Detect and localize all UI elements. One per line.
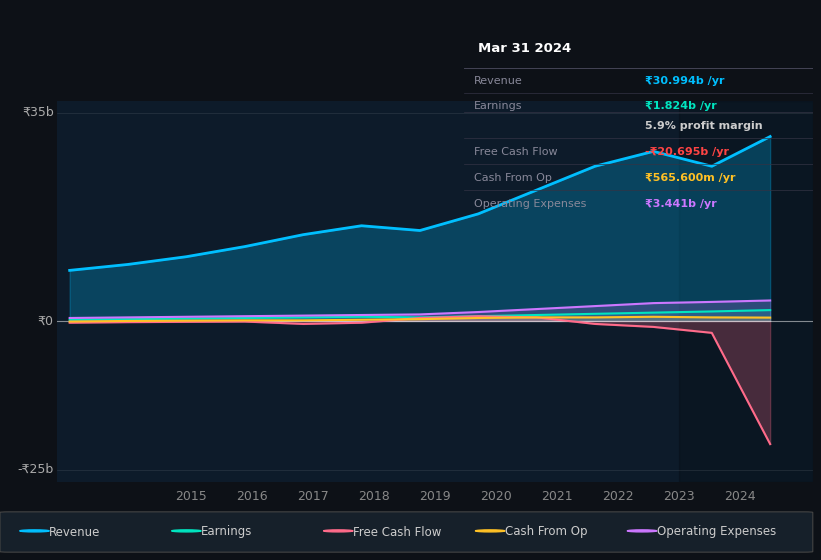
Text: ₹30.994b /yr: ₹30.994b /yr <box>645 76 725 86</box>
Text: Earnings: Earnings <box>475 101 523 111</box>
Text: -₹25b: -₹25b <box>17 463 53 476</box>
Text: ₹1.824b /yr: ₹1.824b /yr <box>645 101 717 111</box>
Text: ₹35b: ₹35b <box>22 106 53 119</box>
Text: Revenue: Revenue <box>49 525 101 539</box>
Text: ₹0: ₹0 <box>38 315 53 328</box>
Text: ₹565.600m /yr: ₹565.600m /yr <box>645 173 736 183</box>
Text: Earnings: Earnings <box>201 525 253 539</box>
Text: ₹3.441b /yr: ₹3.441b /yr <box>645 199 717 209</box>
Text: Cash From Op: Cash From Op <box>505 525 587 539</box>
Text: Revenue: Revenue <box>475 76 523 86</box>
Bar <box>679 101 813 482</box>
Text: Free Cash Flow: Free Cash Flow <box>475 147 558 157</box>
Circle shape <box>172 530 201 532</box>
Text: Mar 31 2024: Mar 31 2024 <box>478 42 571 55</box>
Circle shape <box>20 530 49 532</box>
Text: Operating Expenses: Operating Expenses <box>657 525 776 539</box>
Text: Cash From Op: Cash From Op <box>475 173 553 183</box>
Text: 5.9% profit margin: 5.9% profit margin <box>645 122 763 132</box>
FancyBboxPatch shape <box>0 512 813 552</box>
Text: -₹20.695b /yr: -₹20.695b /yr <box>645 147 729 157</box>
Circle shape <box>323 530 353 532</box>
Circle shape <box>475 530 505 532</box>
Circle shape <box>627 530 657 532</box>
Text: Free Cash Flow: Free Cash Flow <box>353 525 442 539</box>
Text: Operating Expenses: Operating Expenses <box>475 199 587 209</box>
